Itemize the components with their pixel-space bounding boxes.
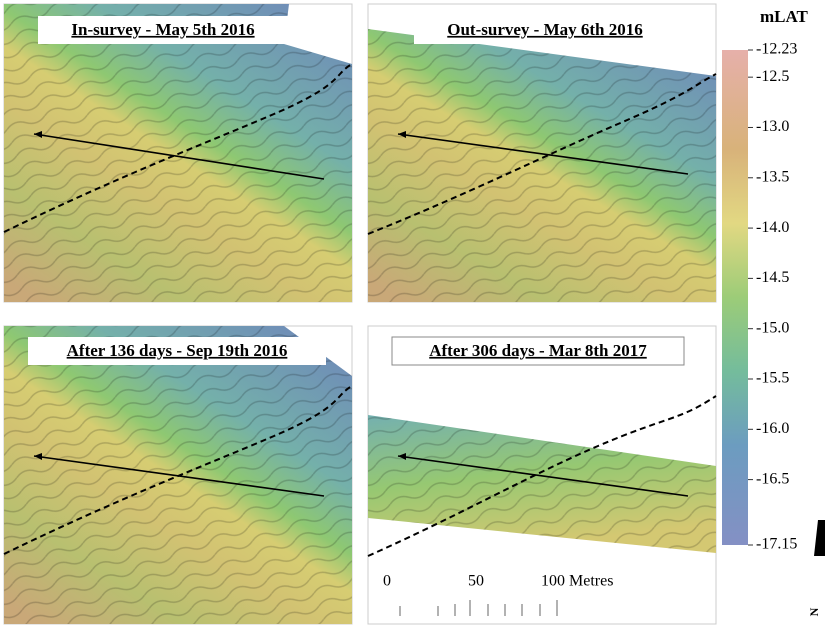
colorbar-tick-label: -15.0	[756, 319, 789, 336]
legend-title: mLAT	[760, 7, 809, 26]
colorbar-tick-label: -13.0	[756, 118, 789, 135]
colorbar-tick-label: -16.5	[756, 470, 789, 487]
panel-title: Out-survey - May 6th 2016	[447, 20, 642, 39]
colorbar-ticks: -12.23 -12.5 -13.0 -13.5 -14.0 -14.5 -15.0 -15.…	[748, 41, 797, 553]
map-panel: In-survey - May 5th 2016	[4, 4, 352, 302]
north-arrow	[814, 520, 825, 556]
colorbar-tick-label: -14.5	[756, 269, 789, 286]
colorbar-tick-label: -17.15	[756, 536, 797, 553]
colorbar-tick-label: -12.23	[756, 41, 797, 58]
map-panel: After 136 days - Sep 19th 2016	[4, 326, 352, 624]
ripples	[368, 29, 716, 302]
north-label: N	[807, 607, 821, 616]
scale-label: 100 Metres	[541, 573, 613, 590]
colorbar	[722, 50, 748, 545]
scale-label: 0	[383, 573, 391, 590]
panel-title: In-survey - May 5th 2016	[71, 20, 254, 39]
colorbar-tick-label: -15.5	[756, 370, 789, 387]
colorbar-tick-label: -12.5	[756, 68, 789, 85]
map-panel: Out-survey - May 6th 2016	[368, 4, 716, 302]
panel-title: After 306 days - Mar 8th 2017	[429, 341, 647, 360]
scale-label: 50	[468, 573, 484, 590]
colorbar-tick-label: -13.5	[756, 168, 789, 185]
figure: In-survey - May 5th 2016 Out-survey - May…	[0, 0, 825, 626]
panel-title: After 136 days - Sep 19th 2016	[67, 341, 288, 360]
colorbar-tick-label: -14.0	[756, 219, 789, 236]
panels: In-survey - May 5th 2016 Out-survey - May…	[4, 4, 716, 624]
colorbar-tick-label: -16.0	[756, 420, 789, 437]
